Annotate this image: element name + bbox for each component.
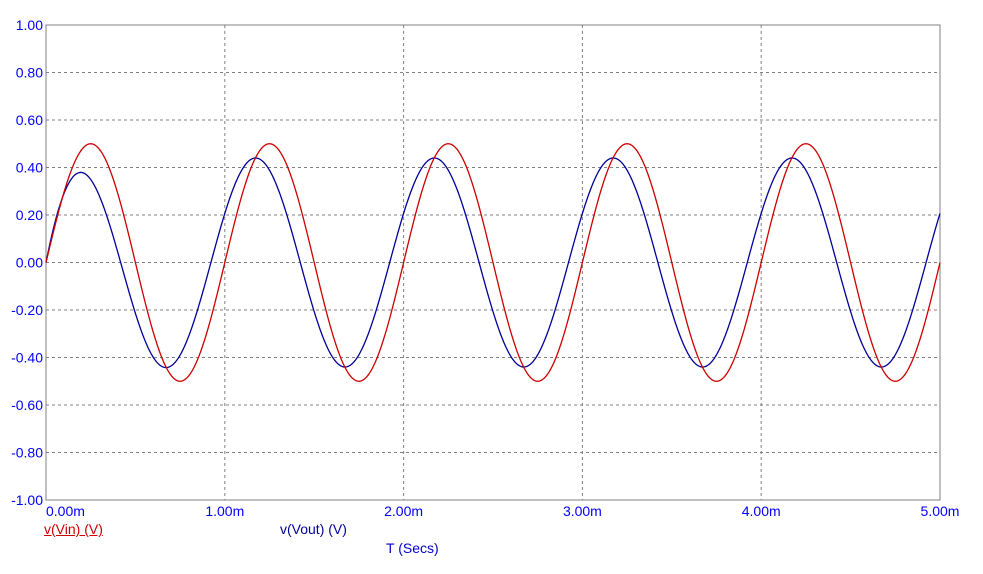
legend-vout[interactable]: v(Vout) (V) xyxy=(280,521,347,537)
y-axis-ticks: 1.00 0.80 0.60 0.40 0.20 0.00 -0.20 -0.40 -0.60 -… xyxy=(11,17,43,508)
y-tick-label: -0.80 xyxy=(11,445,43,461)
y-tick-label: 0.20 xyxy=(16,207,43,223)
y-tick-label: 0.80 xyxy=(16,65,43,81)
x-tick-label: 1.00m xyxy=(205,503,244,519)
y-tick-label: 0.60 xyxy=(16,112,43,128)
series-vin-line xyxy=(45,143,941,382)
x-tick-label: 2.00m xyxy=(384,503,423,519)
y-tick-label: -0.60 xyxy=(11,397,43,413)
x-tick-label: 0.00m xyxy=(46,503,85,519)
x-tick-label: 5.00m xyxy=(921,503,960,519)
x-axis-ticks: 0.00m 1.00m 2.00m 3.00m 4.00m 5.00m xyxy=(46,503,959,519)
series-vout-line xyxy=(45,157,941,369)
y-tick-label: -1.00 xyxy=(11,492,43,508)
grid-lines xyxy=(46,25,940,500)
legend-vin[interactable]: v(Vin) (V) xyxy=(44,521,103,537)
y-tick-label: 0.40 xyxy=(16,160,43,176)
y-tick-label: 0.00 xyxy=(16,255,43,271)
y-tick-label: -0.40 xyxy=(11,350,43,366)
x-tick-label: 4.00m xyxy=(742,503,781,519)
y-tick-label: 1.00 xyxy=(16,17,43,33)
x-axis-label: T (Secs) xyxy=(386,540,439,556)
y-tick-label: -0.20 xyxy=(11,302,43,318)
x-tick-label: 3.00m xyxy=(563,503,602,519)
